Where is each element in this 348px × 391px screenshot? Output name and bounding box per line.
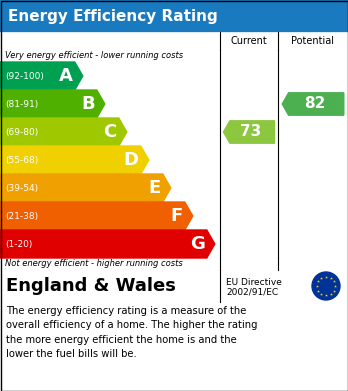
Text: Not energy efficient - higher running costs: Not energy efficient - higher running co… <box>5 260 183 269</box>
Text: (92-100): (92-100) <box>5 72 44 81</box>
Text: Energy Efficiency Rating: Energy Efficiency Rating <box>8 9 218 23</box>
Text: England & Wales: England & Wales <box>6 277 176 295</box>
Bar <box>0 270 348 302</box>
Bar <box>0 32 348 50</box>
Text: The energy efficiency rating is a measure of the
overall efficiency of a home. T: The energy efficiency rating is a measur… <box>6 306 258 359</box>
Polygon shape <box>0 174 171 202</box>
Text: Very energy efficient - lower running costs: Very energy efficient - lower running co… <box>5 52 183 61</box>
Text: Current: Current <box>231 36 267 46</box>
Text: A: A <box>59 67 73 85</box>
Text: (81-91): (81-91) <box>5 99 38 108</box>
Polygon shape <box>223 121 275 143</box>
Text: 73: 73 <box>240 124 262 140</box>
Text: G: G <box>190 235 205 253</box>
Polygon shape <box>0 62 83 90</box>
Text: F: F <box>171 207 183 225</box>
Text: 82: 82 <box>304 97 326 111</box>
Polygon shape <box>0 202 193 230</box>
Text: C: C <box>104 123 117 141</box>
Polygon shape <box>0 146 149 174</box>
Bar <box>0 32 348 302</box>
Text: B: B <box>81 95 95 113</box>
Polygon shape <box>0 90 105 118</box>
Bar <box>0 0 348 32</box>
Polygon shape <box>0 230 215 258</box>
Text: EU Directive: EU Directive <box>226 278 282 287</box>
Text: (1-20): (1-20) <box>5 240 32 249</box>
Text: Potential: Potential <box>292 36 334 46</box>
Text: D: D <box>124 151 139 169</box>
Text: 2002/91/EC: 2002/91/EC <box>226 287 278 296</box>
Polygon shape <box>282 93 344 115</box>
Text: (55-68): (55-68) <box>5 156 38 165</box>
Text: (39-54): (39-54) <box>5 183 38 192</box>
Text: (69-80): (69-80) <box>5 127 38 136</box>
Polygon shape <box>0 118 127 146</box>
Text: E: E <box>149 179 161 197</box>
Text: (21-38): (21-38) <box>5 212 38 221</box>
Circle shape <box>312 272 340 300</box>
